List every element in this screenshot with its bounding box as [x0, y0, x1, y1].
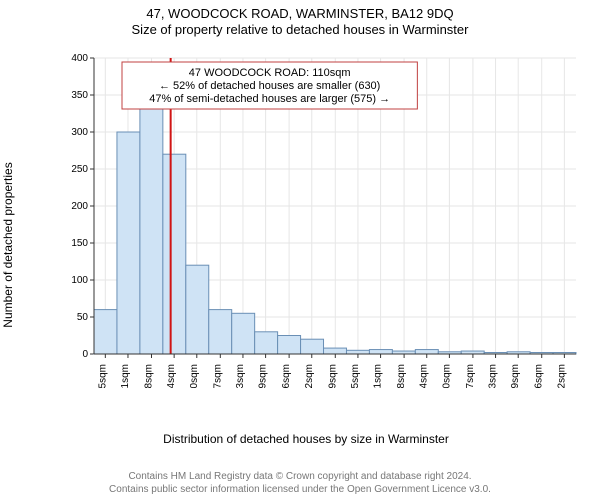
- x-tick-label: 562sqm: [556, 364, 567, 388]
- chart-container: Number of detached properties 0501001502…: [26, 46, 586, 444]
- y-tick-label: 0: [82, 349, 88, 360]
- histogram-bar: [301, 339, 324, 354]
- x-tick-label: 88sqm: [143, 364, 154, 388]
- x-tick-label: 272sqm: [304, 364, 315, 388]
- footer-line-1: Contains HM Land Registry data © Crown c…: [0, 471, 600, 484]
- annotation-line: 47 WOODCOCK ROAD: 110sqm: [189, 67, 351, 79]
- y-tick-label: 150: [71, 238, 88, 249]
- histogram-svg: 0 50 100 150 200 250 300 350 400 35sqm 61sqm 88sqm 1…: [70, 54, 578, 388]
- x-tick-label: 536sqm: [534, 364, 545, 388]
- x-tick-label: 140sqm: [189, 364, 200, 388]
- x-tick-label: 246sqm: [281, 364, 292, 388]
- x-tick-label: 61sqm: [120, 364, 131, 388]
- histogram-bar: [232, 313, 255, 354]
- footer-attribution: Contains HM Land Registry data © Crown c…: [0, 471, 600, 496]
- x-tick-label: 219sqm: [258, 364, 269, 388]
- histogram-bar: [324, 348, 347, 354]
- title-block: 47, WOODCOCK ROAD, WARMINSTER, BA12 9DQ …: [0, 0, 600, 39]
- histogram-bar: [255, 332, 278, 354]
- x-tick-label: 167sqm: [212, 364, 223, 388]
- histogram-bar: [415, 350, 438, 354]
- page-address: 47, WOODCOCK ROAD, WARMINSTER, BA12 9DQ: [0, 6, 600, 22]
- y-tick-label: 400: [71, 54, 88, 64]
- histogram-bar: [186, 265, 209, 354]
- y-tick-label: 300: [71, 127, 88, 138]
- histogram-bar: [140, 102, 163, 354]
- x-tick-label: 457sqm: [465, 364, 476, 388]
- y-tick-label: 200: [71, 201, 88, 212]
- x-tick-label: 114sqm: [166, 364, 177, 388]
- histogram-bar: [209, 310, 232, 354]
- histogram-bar: [94, 310, 117, 354]
- x-tick-label: 193sqm: [235, 364, 246, 388]
- histogram-bar: [117, 132, 140, 354]
- x-tick-label: 351sqm: [373, 364, 384, 388]
- histogram-bar: [278, 336, 301, 355]
- y-tick-label: 350: [71, 90, 88, 101]
- x-tick-label: 325sqm: [350, 364, 361, 388]
- x-tick-label: 430sqm: [441, 364, 452, 388]
- y-tick-label: 100: [71, 275, 88, 286]
- histogram-bar: [163, 154, 186, 354]
- x-tick-label: 404sqm: [419, 364, 430, 388]
- x-tick-label: 35sqm: [97, 364, 108, 388]
- x-tick-label: 378sqm: [396, 364, 407, 388]
- annotation-line: ← 52% of detached houses are smaller (63…: [159, 80, 380, 92]
- x-tick-label: 509sqm: [510, 364, 521, 388]
- y-axis-label: Number of detached properties: [1, 162, 15, 327]
- y-tick-label: 250: [71, 164, 88, 175]
- y-tick-label: 50: [77, 312, 89, 323]
- x-axis-label: Distribution of detached houses by size …: [26, 432, 586, 446]
- x-tick-label: 483sqm: [488, 364, 499, 388]
- plot-area: 0 50 100 150 200 250 300 350 400 35sqm 61sqm 88sqm 1…: [70, 54, 578, 388]
- x-tick-label: 299sqm: [327, 364, 338, 388]
- histogram-bar: [369, 350, 392, 354]
- page-subtitle: Size of property relative to detached ho…: [0, 22, 600, 38]
- annotation-line: 47% of semi-detached houses are larger (…: [149, 93, 390, 105]
- footer-line-2: Contains public sector information licen…: [0, 484, 600, 497]
- histogram-bar: [346, 350, 369, 354]
